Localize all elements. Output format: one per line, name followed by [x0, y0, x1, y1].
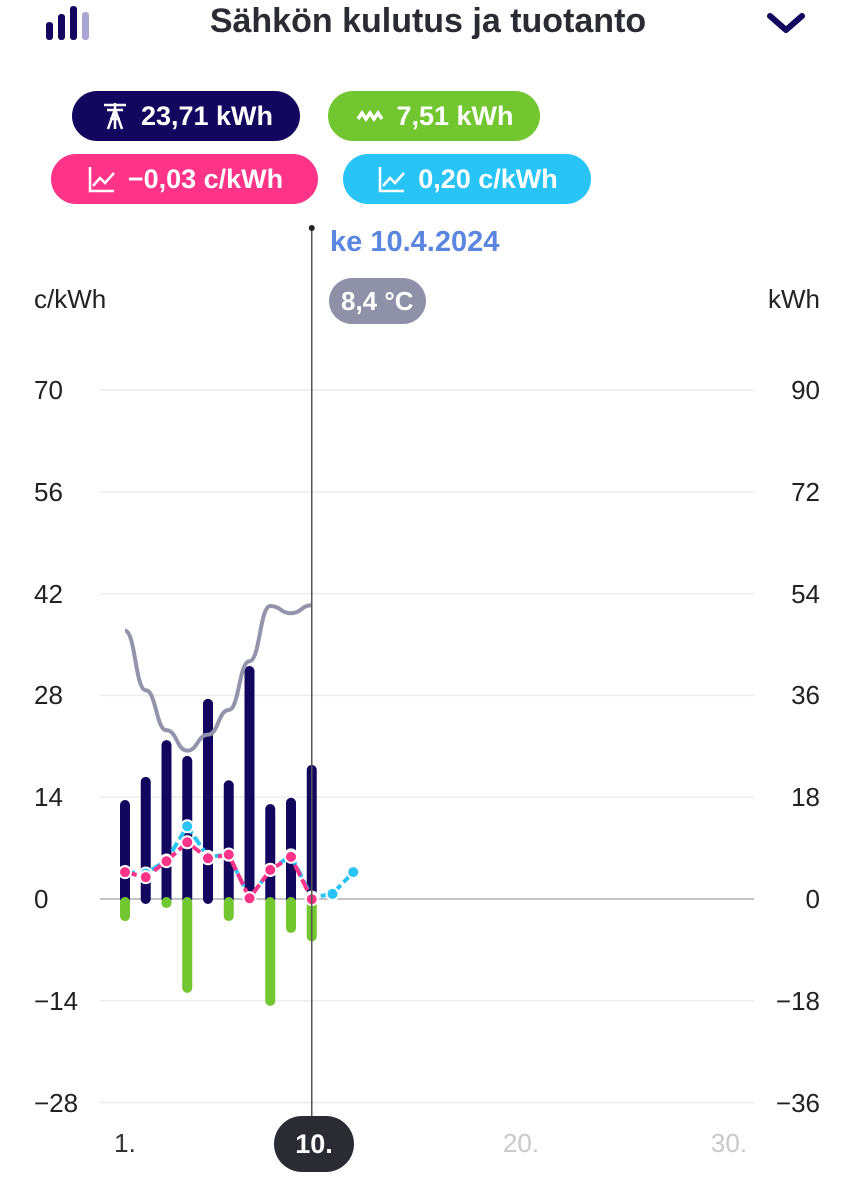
right-tick: −18 [775, 985, 820, 1016]
bar-chart-icon[interactable] [44, 4, 92, 40]
production-value: 7,51 kWh [396, 100, 514, 131]
selected-date: ke 10.4.2024 [330, 226, 500, 258]
page-title: Sähkön kulutus ja tuotanto [209, 2, 647, 40]
selection-cursor-dot [308, 225, 315, 231]
left-tick: −14 [34, 985, 79, 1016]
power-pylon-icon [103, 103, 126, 130]
left-tick: 42 [34, 578, 63, 609]
chevron-down-icon[interactable] [764, 8, 808, 38]
production-badge[interactable]: 7,51 kWh [328, 91, 540, 141]
price-blue-line [124, 822, 355, 903]
right-tick: 0 [805, 884, 820, 914]
price-pink-badge[interactable]: −0,03 c/kWh [51, 154, 318, 204]
price-pink-point [118, 865, 132, 880]
x-tick-20[interactable]: 20. [502, 1128, 540, 1158]
price-pink-point [138, 870, 153, 885]
price-blue-point [325, 886, 340, 901]
left-tick: 56 [34, 476, 63, 507]
right-axis-unit: kWh [768, 284, 820, 314]
right-tick: 54 [791, 578, 820, 609]
price-pink-point [159, 854, 174, 869]
wave-icon [357, 109, 384, 123]
price-pink-point [201, 851, 215, 866]
x-tick-1[interactable]: 1. [114, 1128, 136, 1158]
right-tick: 90 [791, 375, 820, 405]
consumption-badge[interactable]: 23,71 kWh [72, 91, 300, 141]
price-blue-point [180, 819, 195, 834]
price-pink-point [284, 849, 298, 864]
left-tick: 0 [34, 884, 49, 914]
left-tick: 28 [34, 680, 63, 711]
temperature-line [123, 603, 312, 753]
right-tick: 18 [791, 782, 820, 813]
price-pink-point [221, 847, 236, 862]
x-tick-30[interactable]: 30. [710, 1128, 748, 1158]
temperature-badge: 8,4 °C [329, 278, 426, 324]
left-tick: 70 [34, 375, 63, 405]
right-tick: 72 [791, 476, 820, 507]
left-tick: 14 [34, 782, 63, 813]
price-pink-point [180, 835, 195, 850]
line-chart-icon [88, 167, 115, 193]
x-tick-selected[interactable]: 10. [274, 1116, 354, 1172]
left-tick: −28 [34, 1087, 79, 1118]
right-tick: −36 [775, 1087, 820, 1118]
price-pink-value: −0,03 c/kWh [127, 163, 284, 194]
line-chart-icon [378, 167, 406, 193]
price-blue-point [346, 865, 361, 880]
consumption-value: 23,71 kWh [140, 100, 274, 131]
price-pink-point [263, 862, 278, 877]
right-tick: 36 [791, 680, 820, 711]
price-blue-badge[interactable]: 0,20 c/kWh [343, 154, 591, 204]
price-pink-line [124, 839, 314, 903]
price-pink-point [242, 891, 257, 906]
price-blue-value: 0,20 c/kWh [418, 163, 558, 194]
left-axis-unit: c/kWh [34, 284, 107, 314]
